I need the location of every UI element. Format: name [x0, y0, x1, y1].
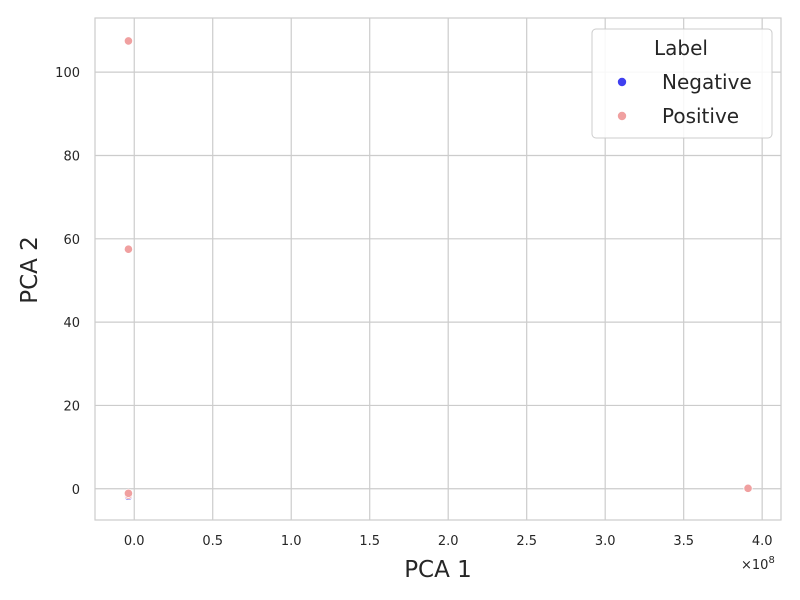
legend-label-positive: Positive [662, 104, 739, 128]
y-axis-label: PCA 2 [17, 236, 43, 304]
legend: Label Negative Positive [591, 28, 773, 139]
x-tick-label: 4.0 [752, 534, 773, 549]
legend-title: Label [654, 36, 708, 60]
legend-box [591, 28, 773, 139]
x-tick-label: 1.5 [359, 534, 380, 549]
x-tick-label: 2.0 [438, 534, 459, 549]
x-tick-label: 2.5 [516, 534, 537, 549]
x-offset-label: ×108 [741, 555, 775, 573]
y-tick-label: 60 [63, 233, 80, 248]
y-tick-label: 20 [63, 399, 80, 414]
legend-marker-negative [617, 77, 627, 87]
x-tick-label: 3.0 [595, 534, 616, 549]
x-tick-label: 1.0 [281, 534, 302, 549]
x-tick-label: 3.5 [673, 534, 694, 549]
data-point-positive [123, 36, 134, 46]
y-tick-label: 40 [63, 316, 80, 331]
x-tick-label: 0.0 [124, 534, 145, 549]
tick-labels: 0.0 0.5 1.0 1.5 2.0 2.5 3.0 3.5 4.0 0 20 40 60 80 100 [55, 66, 772, 549]
y-tick-label: 80 [63, 149, 80, 164]
legend-marker-positive [617, 111, 627, 121]
plot-area-frame [94, 17, 782, 521]
x-tick-label: 0.5 [202, 534, 223, 549]
data-point-positive [123, 244, 134, 254]
y-tick-label: 0 [72, 483, 80, 498]
data-point-positive [743, 483, 753, 493]
data-points [123, 36, 753, 501]
y-tick-label: 100 [55, 66, 80, 81]
data-point-positive [123, 488, 134, 498]
x-axis-label: PCA 1 [404, 557, 472, 583]
legend-label-negative: Negative [662, 70, 752, 94]
